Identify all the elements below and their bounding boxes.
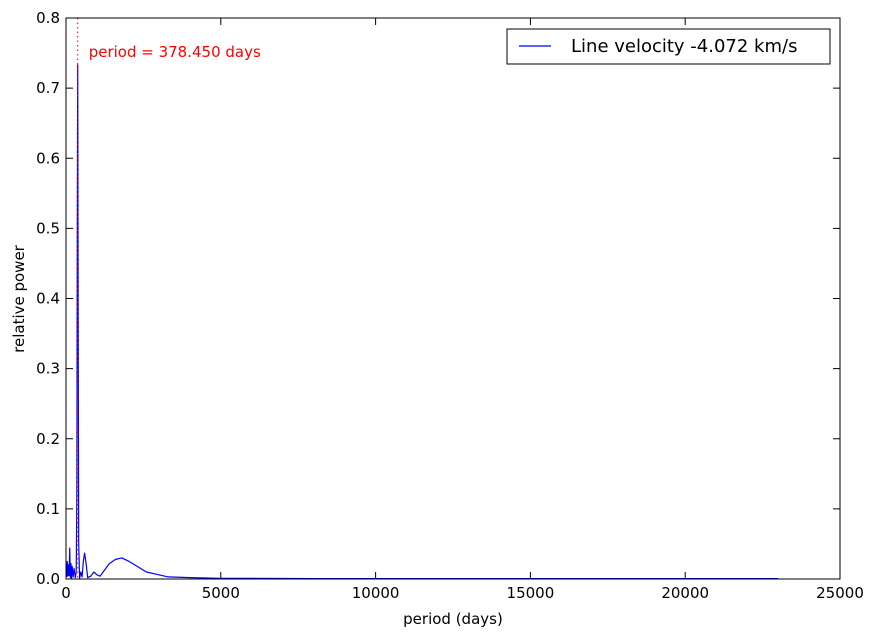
period-annotation-label: period = 378.450 days (89, 43, 261, 61)
y-tick-label: 0.7 (36, 79, 60, 97)
axes-frame (65, 17, 841, 580)
y-tick-label: 0.6 (36, 149, 60, 167)
x-tick-label: 15000 (507, 584, 555, 602)
y-tick-label: 0.1 (36, 500, 60, 518)
y-tick-label: 0.8 (36, 9, 60, 27)
legend-label: Line velocity -4.072 km/s (571, 36, 797, 57)
x-axis-label: period (days) (403, 610, 503, 628)
plot-content: period = 378.450 days (66, 18, 779, 580)
legend-box (506, 28, 831, 65)
y-tick-label: 0.3 (36, 360, 60, 378)
y-axis-label: relative power (10, 244, 28, 353)
x-tick-label: 20000 (661, 584, 709, 602)
y-tick-label: 0.2 (36, 430, 60, 448)
y-tick-label: 0.5 (36, 219, 60, 237)
x-tick-label: 25000 (816, 584, 864, 602)
legend: Line velocity -4.072 km/s (506, 28, 831, 65)
y-tick-label: 0.4 (36, 290, 60, 308)
x-tick-label: 0 (61, 584, 71, 602)
y-tick-label: 0.0 (36, 570, 60, 588)
axis-ticks: 0 5000 10000 15000 20000 25000 0.0 0.1 0.2 0.3 0.4… (36, 9, 864, 602)
series-line-0 (66, 64, 779, 580)
x-tick-label: 5000 (202, 584, 240, 602)
x-tick-label: 10000 (352, 584, 400, 602)
